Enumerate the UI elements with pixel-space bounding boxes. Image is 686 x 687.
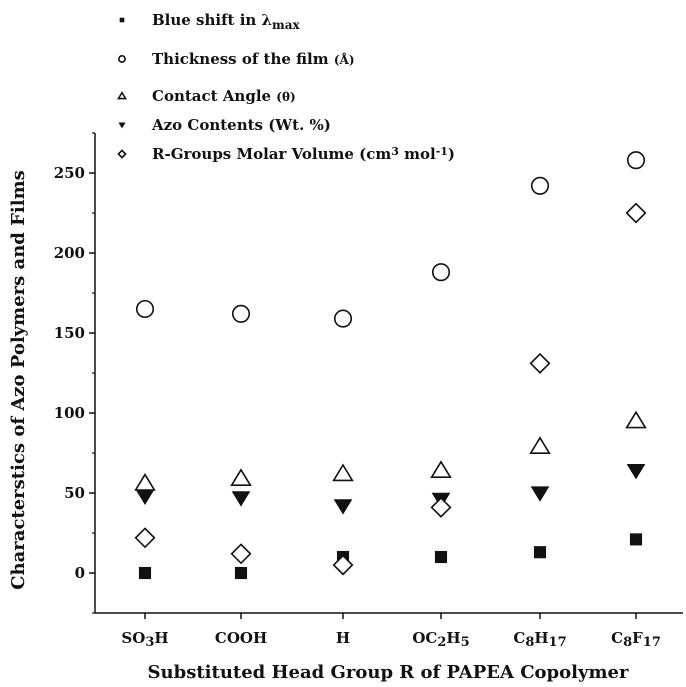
data-point-open-triangle-up-1: [230, 468, 252, 487]
x-tick-label: C8H17: [513, 629, 566, 650]
plot-area: 0 50 100 150 200 250 SO3H COOH H OC2H5 C8H17 C8F17: [54, 132, 683, 650]
data-point-filled-triangle-down-5: [626, 464, 646, 480]
y-tick-label: 200: [54, 244, 85, 262]
data-point-open-circle-2: [333, 309, 353, 328]
data-point-open-diamond-1: [230, 543, 252, 565]
y-tick-label: 100: [54, 404, 85, 422]
x-axis-label: Substituted Head Group R of PAPEA Copoly…: [148, 662, 629, 683]
x-tick-label: OC2H5: [412, 629, 469, 650]
y-tick-label: 150: [54, 324, 85, 342]
data-point-filled-triangle-down-1: [231, 491, 251, 507]
legend-marker-filled-square: [119, 17, 125, 23]
x-tick-label: C8F17: [611, 629, 661, 650]
data-point-open-circle-3: [431, 263, 451, 282]
data-point-filled-square-1: [234, 566, 248, 580]
data-point-open-triangle-up-0: [134, 473, 156, 491]
data-point-filled-square-4: [533, 546, 547, 559]
legend-entry: Contact Angle (θ): [152, 87, 296, 105]
y-tick-label: 250: [54, 164, 85, 182]
data-point-open-circle-1: [231, 304, 251, 323]
legend-entry: Blue shift in λmax: [152, 11, 301, 32]
data-point-open-diamond-5: [625, 202, 647, 224]
y-axis-label: Characterstics of Azo Polymers and Films: [8, 170, 29, 590]
data-point-open-triangle-up-4: [529, 436, 551, 455]
data-point-filled-square-0: [138, 566, 152, 580]
data-point-open-diamond-0: [134, 527, 156, 549]
data-point-open-circle-0: [135, 299, 155, 319]
data-point-filled-square-5: [629, 533, 643, 546]
data-point-filled-triangle-down-0: [135, 489, 155, 505]
data-point-open-diamond-2: [332, 554, 354, 576]
data-point-open-triangle-up-3: [430, 460, 452, 479]
data-point-open-diamond-4: [529, 352, 551, 374]
legend-marker-open-diamond: [117, 149, 127, 159]
legend-marker-open-circle: [118, 55, 126, 63]
data-point-open-triangle-up-5: [625, 410, 647, 429]
data-point-filled-triangle-down-2: [333, 499, 353, 515]
legend: Blue shift in λmax Thickness of the film …: [117, 11, 455, 163]
legend-entry: Azo Contents (Wt. %): [151, 116, 331, 134]
data-point-open-diamond-3: [430, 496, 452, 518]
data-point-open-triangle-up-2: [332, 463, 354, 482]
y-tick-label: 50: [64, 484, 85, 502]
data-point-open-circle-5: [626, 151, 646, 170]
x-tick-label: COOH: [215, 629, 267, 647]
x-tick-label: SO3H: [121, 629, 168, 650]
data-point-open-circle-4: [530, 176, 550, 195]
legend-marker-open-triangle-up: [117, 91, 127, 100]
y-tick-label: 0: [75, 564, 85, 582]
x-tick-label: H: [336, 629, 350, 647]
legend-marker-filled-triangle-down: [118, 122, 126, 129]
data-point-filled-square-3: [434, 550, 448, 564]
legend-entry: Thickness of the film (Å): [152, 50, 355, 68]
data-point-filled-triangle-down-4: [530, 486, 550, 502]
legend-entry: R-Groups Molar Volume (cm3 mol-1): [152, 145, 455, 163]
